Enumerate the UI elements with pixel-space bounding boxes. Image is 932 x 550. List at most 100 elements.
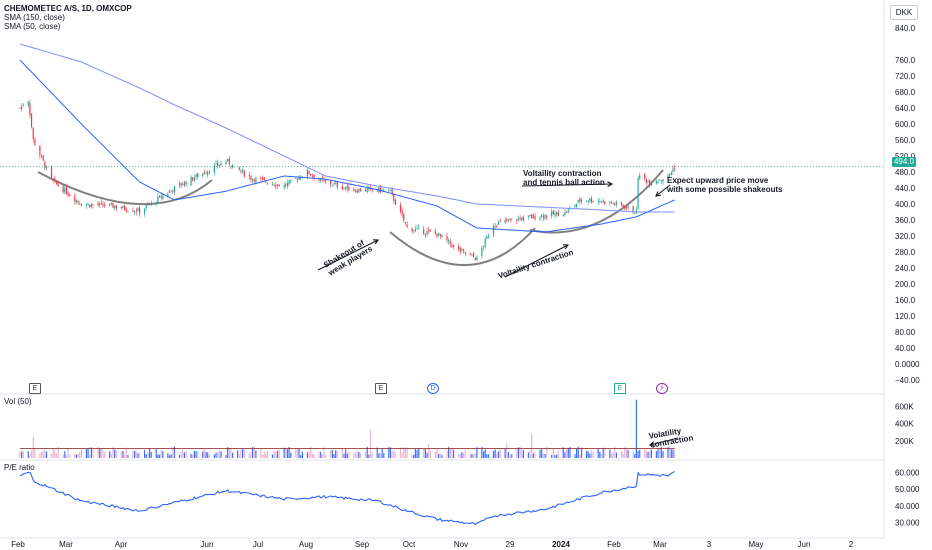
earnings-marker-2[interactable]: E — [375, 383, 387, 394]
candle — [655, 181, 657, 184]
volume-bar — [655, 451, 657, 458]
volume-bar — [122, 451, 124, 458]
candle — [50, 166, 53, 179]
candle — [288, 180, 290, 185]
split-marker[interactable]: ⚡ — [656, 383, 668, 394]
candle — [542, 216, 544, 218]
candle — [592, 201, 594, 202]
candle — [597, 200, 599, 202]
dividend-marker[interactable]: D — [427, 383, 439, 394]
candle — [660, 180, 662, 182]
volume-bar — [426, 452, 428, 458]
candle — [637, 177, 639, 210]
volume-legend: Vol (50) — [4, 397, 32, 406]
volume-bar — [133, 450, 136, 458]
candle — [551, 211, 553, 217]
volume-bar — [40, 451, 43, 458]
volume-bar — [44, 449, 46, 458]
time-tick-label: Mar — [653, 540, 667, 549]
candle — [391, 188, 393, 194]
volume-bar — [567, 448, 569, 458]
candle — [670, 172, 672, 176]
candle — [217, 162, 219, 166]
candle — [529, 215, 531, 216]
candle — [85, 204, 88, 206]
volume-bar — [242, 449, 244, 458]
candle — [557, 212, 559, 217]
candle — [650, 183, 652, 186]
candle — [449, 241, 451, 245]
volume-bar — [162, 451, 164, 458]
candle — [446, 235, 448, 241]
note-vc-tennis-line1: Voltaility contraction — [523, 169, 602, 178]
volume-bar — [399, 447, 402, 458]
candle — [577, 199, 579, 203]
candle — [242, 169, 244, 172]
volume-bar — [99, 448, 101, 458]
volume-bar — [637, 450, 639, 458]
volume-bar — [97, 446, 99, 458]
earnings-marker-3[interactable]: E — [614, 383, 626, 394]
volume-bar — [92, 449, 94, 458]
volume-bar — [114, 449, 116, 458]
volume-bar — [132, 450, 134, 458]
candle — [29, 102, 31, 116]
price-tick-label: 120.0 — [895, 312, 916, 321]
candle — [539, 217, 541, 221]
candle — [52, 179, 54, 181]
candle — [64, 187, 66, 193]
candle — [99, 202, 101, 206]
candle — [275, 185, 277, 187]
candle — [325, 179, 327, 182]
candle — [522, 216, 525, 222]
price-tick-label: 760.0 — [895, 56, 916, 65]
volume-bar — [178, 455, 181, 458]
volume-bar — [104, 451, 106, 458]
price-tick-label: 320.0 — [895, 232, 916, 241]
volume-bar — [228, 448, 230, 458]
candle — [220, 162, 222, 166]
candle — [167, 193, 169, 197]
candle — [647, 181, 649, 183]
price-tick-label: 280.0 — [895, 248, 916, 257]
volume-bar — [541, 449, 543, 458]
volume-bar — [449, 448, 451, 458]
candle — [243, 170, 245, 177]
candle — [197, 173, 199, 178]
volume-bar — [476, 447, 478, 458]
candle — [114, 206, 116, 210]
volume-bar — [438, 453, 440, 458]
volume-bar — [599, 451, 601, 458]
price-tick-label: 0.0000 — [895, 360, 920, 369]
currency-button[interactable]: DKK — [890, 5, 918, 20]
volume-bar — [532, 453, 534, 458]
volume-bar — [285, 447, 287, 458]
candle — [552, 210, 554, 215]
earnings-marker-1[interactable]: E — [29, 383, 41, 394]
volume-bar — [325, 454, 327, 458]
candle — [353, 189, 355, 192]
candle — [75, 200, 78, 203]
candle — [122, 205, 124, 208]
pe-tick-label: 30.000 — [895, 519, 920, 528]
candle — [359, 188, 362, 192]
volume-bar — [659, 448, 661, 458]
volume-bar — [318, 451, 320, 458]
volume-bar — [230, 447, 232, 458]
volume-bar — [203, 448, 205, 458]
candle — [55, 181, 58, 184]
volume-bar — [519, 446, 521, 458]
note-expect-line2: with some possible shakeouts — [667, 185, 783, 194]
price-tick-label: 720.0 — [895, 72, 916, 81]
candle — [311, 175, 313, 177]
volume-bar — [434, 452, 436, 458]
volume-bar — [311, 453, 313, 458]
volume-bar — [522, 449, 525, 458]
candle — [182, 184, 184, 185]
candle — [669, 174, 671, 175]
volume-bar — [369, 429, 372, 458]
volume-bar — [624, 447, 626, 458]
candle — [57, 183, 59, 186]
volume-bar — [341, 448, 343, 458]
